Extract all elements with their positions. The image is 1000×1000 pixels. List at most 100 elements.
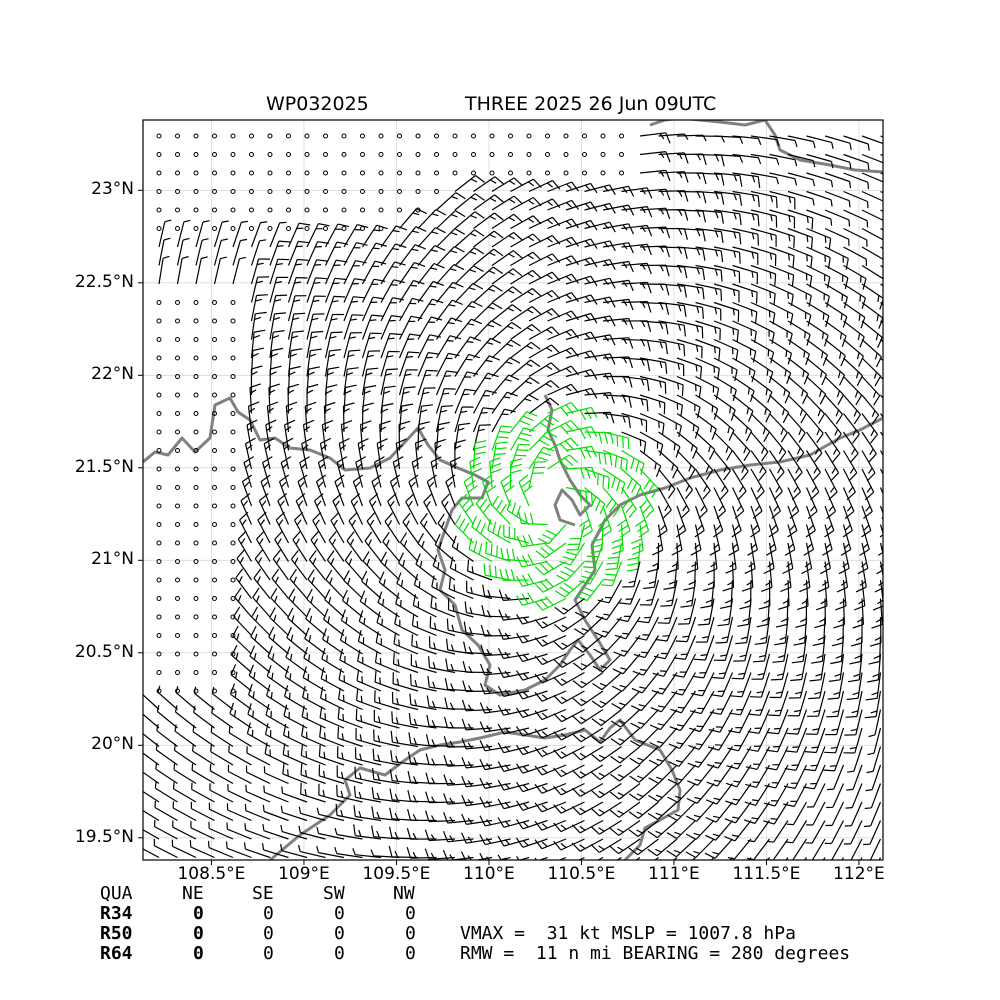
calm-wind-circle xyxy=(304,189,310,194)
wind-barb xyxy=(553,745,585,759)
wind-barb xyxy=(621,206,653,218)
wind-barb xyxy=(850,838,863,860)
wind-barb xyxy=(647,838,678,857)
wind-barb xyxy=(553,690,585,705)
calm-wind-circle xyxy=(323,189,328,194)
wind-barb xyxy=(447,598,474,618)
calm-wind-circle xyxy=(582,170,587,176)
calm-wind-circle xyxy=(489,170,495,176)
y-tick-label: 21.5°N xyxy=(74,456,134,477)
wind-barb xyxy=(806,301,830,328)
wind-barb xyxy=(473,266,504,285)
calm-wind-circle xyxy=(489,152,495,157)
wind-barb xyxy=(639,338,668,355)
strong-wind-barb xyxy=(528,414,559,433)
calm-wind-circle xyxy=(212,614,217,620)
wind-barb xyxy=(844,801,863,827)
wind-barb xyxy=(843,246,867,267)
wind-barb xyxy=(528,198,561,211)
wind-barb xyxy=(388,845,419,859)
calm-wind-circle xyxy=(230,577,236,583)
wind-barb xyxy=(869,616,882,647)
wind-barb xyxy=(713,153,744,163)
strong-wind-barb xyxy=(600,561,623,587)
wind-barb xyxy=(676,264,706,280)
wind-barb xyxy=(770,653,789,681)
strong-wind-barb xyxy=(621,468,642,497)
wind-barb xyxy=(491,408,516,433)
wind-barb xyxy=(732,264,758,285)
calm-wind-circle xyxy=(452,170,458,176)
wind-barb xyxy=(143,848,160,859)
wind-barb xyxy=(354,747,382,766)
wind-barb xyxy=(384,512,400,544)
wind-barb xyxy=(713,283,740,303)
wind-barb xyxy=(154,781,178,803)
wind-barb xyxy=(228,745,252,766)
wind-barb xyxy=(675,505,687,538)
y-tick-label: 22.5°N xyxy=(74,271,134,292)
wind-barb xyxy=(629,727,659,747)
wind-barb xyxy=(785,838,808,860)
wind-barb xyxy=(337,726,363,748)
calm-wind-circle xyxy=(175,670,180,675)
wind-barb xyxy=(769,376,791,404)
wind-barb xyxy=(806,801,826,826)
wind-barb xyxy=(431,575,456,600)
wind-barb xyxy=(425,734,456,748)
wind-barb xyxy=(515,800,548,811)
wind-barb xyxy=(534,801,567,813)
calm-wind-circle xyxy=(193,540,199,546)
wind-barb xyxy=(461,813,493,825)
calm-wind-circle xyxy=(212,466,217,472)
strong-wind-barb xyxy=(534,596,567,611)
wind-barb xyxy=(676,190,707,204)
wind-barb xyxy=(307,569,326,599)
wind-barb xyxy=(436,281,464,303)
wind-barb xyxy=(308,550,326,581)
wind-barb xyxy=(428,636,456,655)
wind-barb xyxy=(553,764,585,778)
wind-barb xyxy=(649,727,678,749)
calm-wind-circle xyxy=(378,207,384,213)
wind-barb xyxy=(553,782,585,796)
wind-barb xyxy=(666,838,696,858)
wind-barb xyxy=(510,306,542,322)
wind-barb xyxy=(425,772,456,785)
wind-barb xyxy=(820,542,831,575)
wind-barb xyxy=(695,413,717,440)
wind-barb xyxy=(591,746,622,762)
wind-barb xyxy=(398,369,418,396)
wind-barb xyxy=(739,579,752,610)
wind-barb xyxy=(268,383,280,414)
wind-barb xyxy=(306,330,324,359)
wind-barb xyxy=(843,394,862,425)
wind-barb xyxy=(574,598,604,619)
calm-wind-circle xyxy=(212,170,217,176)
calm-wind-circle xyxy=(434,170,439,176)
wind-barb xyxy=(658,320,686,337)
strong-wind-barb xyxy=(639,487,655,519)
wind-barb xyxy=(565,219,598,231)
wind-barb xyxy=(324,589,345,618)
wind-barb xyxy=(676,357,703,379)
wind-barb xyxy=(473,284,503,303)
wind-barb xyxy=(491,268,523,285)
wind-barb xyxy=(250,294,268,322)
calm-wind-circle xyxy=(156,355,162,361)
wind-barb xyxy=(843,135,870,151)
wind-barb xyxy=(306,295,326,322)
calm-wind-circle xyxy=(175,633,180,638)
wind-barb xyxy=(302,419,315,451)
wind-barb xyxy=(528,271,561,285)
wind-barb xyxy=(473,176,504,192)
wind-barb xyxy=(732,413,753,442)
wind-barb xyxy=(806,376,827,405)
wind-barb xyxy=(426,695,456,711)
strong-wind-barb xyxy=(576,579,604,602)
y-tick-label: 22°N xyxy=(91,364,134,385)
wind-barb xyxy=(253,568,271,599)
wind-barb xyxy=(872,579,883,611)
wind-barb xyxy=(373,456,385,488)
wind-barb xyxy=(787,246,813,269)
